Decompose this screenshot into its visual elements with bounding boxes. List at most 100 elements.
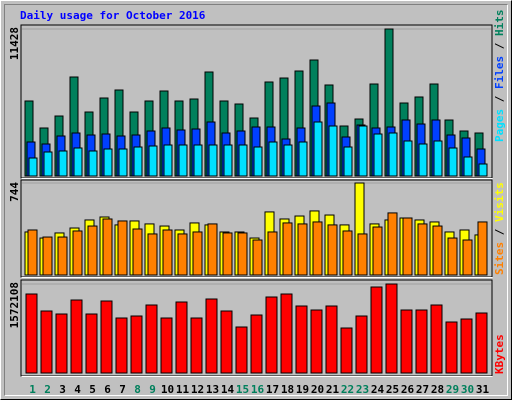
- bar: [178, 144, 188, 177]
- bar: [445, 321, 458, 374]
- bar: [177, 233, 188, 276]
- bar: [40, 310, 53, 374]
- legend-entry: Pages: [493, 109, 506, 142]
- x-tick-label: 9: [149, 383, 156, 396]
- bar: [372, 226, 383, 276]
- bar: [25, 293, 38, 374]
- x-tick-label: 29: [446, 383, 459, 396]
- bar: [205, 298, 218, 374]
- bar: [42, 236, 53, 276]
- bar: [55, 313, 68, 374]
- bar: [475, 312, 488, 374]
- bar: [72, 230, 83, 276]
- bar: [115, 317, 128, 374]
- bar: [403, 140, 413, 177]
- bar: [477, 221, 488, 276]
- x-tick-label: 19: [296, 383, 309, 396]
- bar: [70, 299, 83, 374]
- bar: [283, 144, 293, 177]
- x-tick-label: 18: [281, 383, 294, 396]
- bar: [190, 317, 203, 374]
- legend-entry: Visits: [493, 182, 506, 222]
- bar: [267, 231, 278, 276]
- legend-entry: Sites: [493, 242, 506, 275]
- bar: [295, 305, 308, 374]
- bar: [193, 144, 203, 177]
- y-tick-label: 11428: [8, 27, 21, 60]
- bar: [387, 212, 398, 276]
- x-tick-label: 24: [371, 383, 385, 396]
- bar: [85, 313, 98, 374]
- bar: [340, 327, 353, 374]
- bar: [325, 305, 338, 374]
- bar: [100, 300, 113, 374]
- x-tick-label: 27: [416, 383, 429, 396]
- x-tick-label: 2: [44, 383, 51, 396]
- bar: [298, 141, 308, 177]
- bar: [102, 218, 113, 276]
- bar: [163, 144, 173, 177]
- bar: [418, 143, 428, 177]
- bar: [297, 223, 308, 276]
- legend: Pages / Files / Hits: [493, 10, 506, 143]
- x-tick-label: 17: [266, 383, 279, 396]
- chart-title: Daily usage for October 2016: [20, 9, 206, 22]
- x-tick-label: 1: [29, 383, 36, 396]
- bar: [145, 304, 158, 374]
- x-tick-label: 10: [161, 383, 174, 396]
- x-tick-label: 7: [119, 383, 126, 396]
- bar: [87, 225, 98, 276]
- bar: [385, 283, 398, 374]
- y-tick-label: 1572108: [8, 282, 21, 328]
- x-tick-label: 15: [236, 383, 249, 396]
- bar: [432, 225, 443, 276]
- inner-frame-dark: [4, 4, 508, 396]
- bar: [280, 293, 293, 374]
- legend-separator: /: [493, 89, 506, 109]
- x-tick-label: 28: [431, 383, 444, 396]
- x-tick-label: 30: [461, 383, 474, 396]
- bar: [88, 150, 98, 177]
- y-tick-label: 744: [8, 182, 21, 202]
- bar: [238, 144, 248, 177]
- x-tick-label: 23: [356, 383, 369, 396]
- x-tick-label: 21: [326, 383, 340, 396]
- bar: [118, 148, 128, 177]
- bar: [103, 148, 113, 177]
- bar: [73, 147, 83, 177]
- bar: [147, 233, 158, 276]
- bar: [133, 146, 143, 177]
- legend-separator: /: [493, 36, 506, 56]
- bar: [388, 132, 398, 177]
- bar: [312, 221, 323, 276]
- legend-entry: KBytes: [493, 334, 506, 374]
- bar: [343, 146, 353, 177]
- bar: [222, 232, 233, 276]
- bar: [132, 228, 143, 276]
- x-tick-label: 31: [476, 383, 490, 396]
- bar: [415, 309, 428, 374]
- bar: [328, 125, 338, 177]
- bar: [478, 163, 488, 177]
- bar: [27, 229, 38, 276]
- bar: [117, 220, 128, 276]
- bar: [162, 229, 173, 276]
- x-tick-label: 6: [104, 383, 111, 396]
- bar: [268, 141, 278, 177]
- bar: [402, 217, 413, 276]
- bar: [358, 125, 368, 177]
- bar: [460, 318, 473, 374]
- legend-entry: Files: [493, 56, 506, 89]
- legend: KBytes: [493, 334, 506, 374]
- bar: [342, 230, 353, 276]
- bar: [463, 156, 473, 177]
- x-tick-label: 25: [386, 383, 399, 396]
- bar: [265, 296, 278, 374]
- bar: [447, 237, 458, 276]
- bar: [148, 145, 158, 177]
- x-tick-label: 13: [206, 383, 219, 396]
- legend: Sites / Visits: [493, 182, 506, 275]
- legend-separator: /: [493, 222, 506, 242]
